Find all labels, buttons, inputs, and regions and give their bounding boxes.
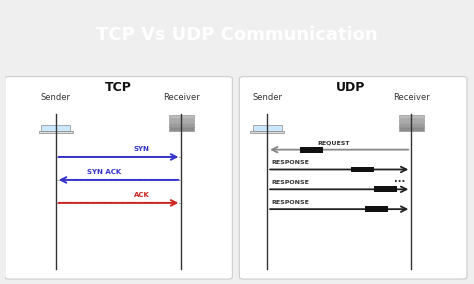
Bar <box>169 123 194 127</box>
Text: SYN ACK: SYN ACK <box>87 169 121 175</box>
Text: TCP Vs UDP Communication: TCP Vs UDP Communication <box>96 26 378 44</box>
Text: ...: ... <box>394 174 405 184</box>
Text: UDP: UDP <box>336 81 365 93</box>
Bar <box>365 206 388 212</box>
FancyBboxPatch shape <box>239 77 467 279</box>
FancyBboxPatch shape <box>5 77 232 279</box>
Text: REQUEST: REQUEST <box>318 140 350 145</box>
Bar <box>169 115 194 118</box>
Bar <box>39 131 73 133</box>
Text: RESPONSE: RESPONSE <box>272 160 310 165</box>
Bar <box>399 128 424 131</box>
Bar <box>399 115 424 118</box>
Bar <box>41 125 71 131</box>
Text: Receiver: Receiver <box>163 93 200 102</box>
Text: Receiver: Receiver <box>393 93 429 102</box>
Bar <box>169 119 194 122</box>
Text: RESPONSE: RESPONSE <box>272 180 310 185</box>
Bar <box>169 128 194 131</box>
Text: Sender: Sender <box>41 93 71 102</box>
Bar <box>399 123 424 127</box>
Bar <box>300 147 323 153</box>
Text: RESPONSE: RESPONSE <box>272 200 310 204</box>
Text: TCP: TCP <box>105 81 132 93</box>
Bar <box>253 125 282 131</box>
Bar <box>399 119 424 122</box>
Text: ACK: ACK <box>134 192 149 198</box>
Bar <box>351 166 374 172</box>
Text: SYN: SYN <box>134 146 149 152</box>
Bar <box>374 186 397 192</box>
Bar <box>250 131 284 133</box>
Text: Sender: Sender <box>252 93 282 102</box>
